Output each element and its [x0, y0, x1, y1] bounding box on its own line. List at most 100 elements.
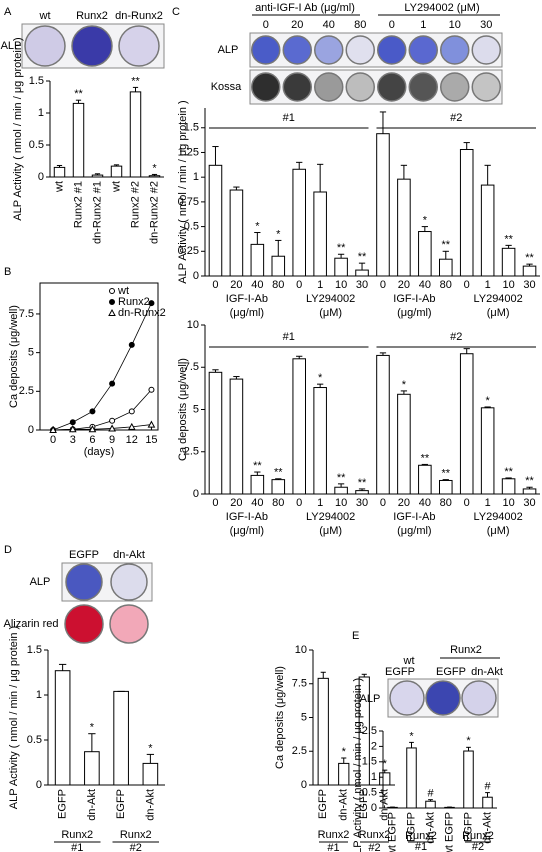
bar: [229, 378, 244, 495]
photo-column-label: 1: [420, 19, 426, 31]
photo-row-label: ALP: [30, 576, 51, 588]
y-tick-label: 1.5: [27, 644, 42, 656]
significance-mark: *: [402, 379, 407, 391]
significance-mark: **: [358, 477, 367, 489]
x-tick-label: EGFP: [317, 789, 329, 819]
x-tick-label: dn-Runx2 #1: [91, 181, 103, 244]
bar: [271, 479, 286, 495]
x-tick-label: 12: [126, 434, 138, 446]
bar: [439, 479, 453, 495]
significance-mark: **: [442, 468, 451, 480]
super-group-label: #2: [450, 112, 462, 124]
significance-mark: **: [74, 88, 83, 100]
x-tick-label: 30: [356, 497, 368, 509]
well: [282, 72, 312, 102]
series-line: [52, 302, 152, 431]
marker: [109, 288, 115, 294]
y-tick-label: 2.5: [362, 725, 377, 737]
well: [118, 25, 160, 67]
bar: [229, 189, 244, 277]
bar: [418, 231, 432, 277]
significance-mark: **: [337, 472, 346, 484]
y-tick-label: 1.5: [184, 122, 199, 134]
x-tick-label: Runx2 #2: [129, 181, 141, 228]
group-label: Runx2: [318, 829, 350, 841]
y-tick-label: 7.5: [292, 678, 307, 690]
significance-mark: #: [484, 781, 491, 793]
y-tick-label: 5: [28, 347, 34, 359]
x-tick-label: dn-Akt: [86, 789, 98, 821]
x-tick-label: wt: [110, 181, 122, 193]
bar: [522, 265, 537, 277]
x-tick-label: 30: [356, 279, 368, 291]
photo-column-label: 40: [323, 19, 335, 31]
super-group-label: #1: [283, 112, 295, 124]
x-tick-label: 1: [317, 279, 323, 291]
x-tick-label: dn-Akt: [144, 789, 156, 821]
marker: [108, 424, 116, 432]
bar: [271, 255, 286, 277]
well: [408, 35, 438, 65]
x-tick-label: EGFP: [358, 789, 370, 819]
x-tick-label: wt: [53, 181, 65, 193]
y-tick-label: 0: [301, 779, 307, 791]
well: [314, 72, 344, 102]
bar: [480, 407, 495, 495]
significance-mark: *: [276, 228, 281, 240]
x-tick-label: 20: [230, 497, 242, 509]
marker: [109, 380, 116, 387]
x-tick-label: 80: [440, 497, 452, 509]
x-tick-label: EGFP: [462, 812, 474, 842]
bar: [53, 166, 66, 178]
well: [71, 25, 113, 67]
x-tick-label: 0: [464, 279, 470, 291]
bar: [355, 490, 369, 495]
significance-mark: *: [148, 742, 153, 754]
bar: [208, 164, 223, 277]
marker: [147, 420, 156, 428]
group-label: Runx2: [359, 829, 391, 841]
y-axis-label: Ca deposits (μg/well): [8, 305, 20, 408]
well: [251, 72, 281, 102]
significance-mark: **: [358, 251, 367, 263]
photo-column-label: 80: [354, 19, 366, 31]
group-sublabel: (μM): [319, 525, 342, 537]
group-sublabel: #1: [327, 842, 339, 852]
y-tick-label: 2.5: [19, 385, 34, 397]
well: [377, 72, 407, 102]
panel-letter: D: [4, 544, 12, 556]
bar: [480, 184, 495, 277]
x-axis-label: (days): [84, 446, 115, 458]
photo-column-label: wt: [403, 655, 415, 667]
well: [64, 604, 104, 644]
bar: [110, 165, 123, 178]
bar: [313, 191, 327, 277]
significance-mark: **: [504, 233, 513, 245]
y-tick-label: 10: [187, 319, 199, 331]
well: [471, 72, 501, 102]
series-line: [53, 424, 152, 431]
bar: [459, 149, 474, 277]
well: [408, 72, 438, 102]
x-tick-label: 40: [419, 497, 431, 509]
group-label: LY294002: [473, 511, 522, 523]
bar: [208, 371, 223, 495]
panel-letter: B: [4, 266, 11, 278]
marker: [148, 386, 155, 393]
bar: [463, 750, 474, 809]
bar: [91, 174, 104, 178]
group-sublabel: #2: [130, 842, 142, 852]
significance-mark: **: [421, 452, 430, 464]
x-tick-label: 15: [145, 434, 157, 446]
photo-row-label: Alizarin red: [3, 618, 58, 630]
x-tick-label: 10: [335, 497, 347, 509]
super-group-label: #1: [283, 331, 295, 343]
significance-mark: **: [525, 475, 534, 487]
group-label: IGF-I-Ab: [226, 511, 268, 523]
x-tick-label: 40: [251, 279, 263, 291]
photo-row-label: Kossa: [211, 81, 242, 93]
photo-column-label: EGFP: [436, 666, 466, 678]
x-tick-label: 30: [523, 279, 535, 291]
x-tick-label: dn-Akt: [424, 812, 436, 844]
